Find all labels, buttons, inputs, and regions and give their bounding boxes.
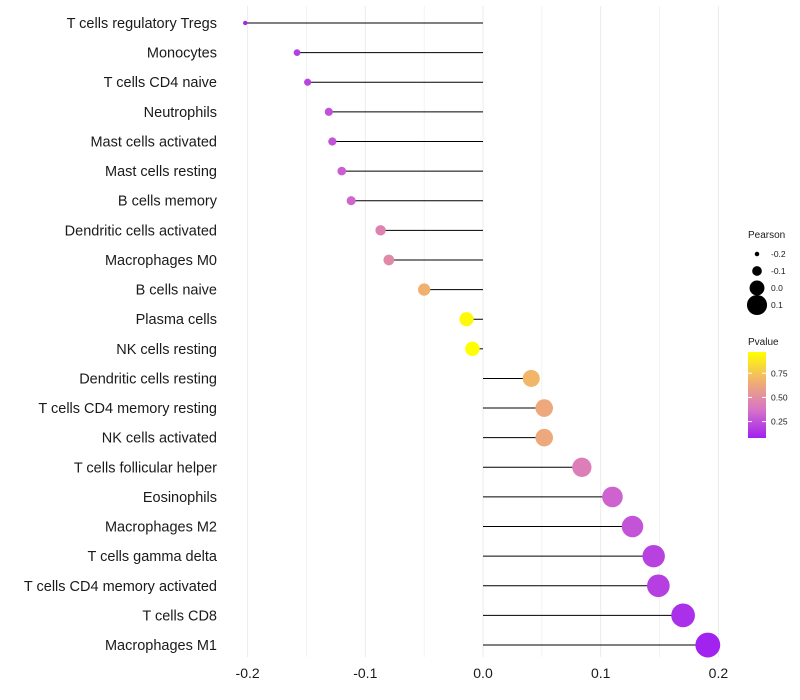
lollipop-dot xyxy=(695,632,721,658)
category-label: Mast cells resting xyxy=(105,164,217,180)
category-label: T cells CD4 naive xyxy=(104,75,217,91)
lollipop-dot xyxy=(324,107,333,116)
color-legend-bar xyxy=(748,352,766,438)
x-axis-tick-labels: -0.2 -0.1 0.0 0.1 0.2 xyxy=(236,665,729,681)
lollipop-dot xyxy=(642,544,665,568)
color-legend-label: 0.50 xyxy=(771,392,788,402)
lollipop-dot xyxy=(459,312,474,327)
lollipop-dots xyxy=(243,20,721,658)
category-label: Macrophages M0 xyxy=(105,253,217,269)
lollipop-dot xyxy=(602,486,623,508)
lollipop-dot xyxy=(243,20,248,26)
size-legend-label: -0.1 xyxy=(771,266,786,276)
lollipop-dot xyxy=(383,254,395,266)
category-label: T cells follicular helper xyxy=(74,460,217,476)
lollipop-dot xyxy=(522,369,540,387)
size-legend-label: 0.1 xyxy=(771,300,783,310)
category-label: Neutrophils xyxy=(144,105,217,121)
lollipop-dot xyxy=(375,225,386,236)
size-legend-dot xyxy=(752,266,762,276)
lollipop-dot xyxy=(535,428,554,447)
color-legend-label: 0.75 xyxy=(771,368,788,378)
size-legend-title: Pearson xyxy=(748,230,785,241)
x-tick-label: 0.0 xyxy=(473,665,493,681)
size-legend-dot xyxy=(749,280,765,296)
category-label: T cells CD4 memory resting xyxy=(38,401,217,417)
category-label: NK cells activated xyxy=(102,431,217,447)
lollipop-dot xyxy=(304,78,312,86)
grid-lines xyxy=(247,6,719,657)
lollipop-dot xyxy=(535,399,554,417)
category-label: Mast cells activated xyxy=(90,134,217,150)
lollipop-dot xyxy=(337,166,347,176)
category-label: NK cells resting xyxy=(116,342,217,358)
category-label: Macrophages M1 xyxy=(105,638,217,654)
x-tick-label: -0.1 xyxy=(353,665,377,681)
category-label: T cells regulatory Tregs xyxy=(67,16,217,32)
size-legend-dot xyxy=(754,251,760,257)
category-label: B cells naive xyxy=(136,283,217,299)
lollipop-dot xyxy=(346,196,356,206)
x-tick-label: 0.1 xyxy=(591,665,611,681)
lollipop-dot xyxy=(621,515,644,538)
lollipop-dot xyxy=(418,283,431,296)
lollipop-dot xyxy=(647,574,670,598)
category-labels: T cells regulatory Tregs Monocytes T cells… xyxy=(24,16,218,654)
size-legend-dot xyxy=(746,294,768,316)
size-legend: Pearson -0.2 -0.1 0.0 0.1 xyxy=(746,230,786,316)
category-label: B cells memory xyxy=(118,194,218,210)
category-label: Plasma cells xyxy=(136,312,217,328)
lollipop-dot xyxy=(671,603,695,628)
lollipop-dot xyxy=(293,49,301,56)
color-legend-title: Pvalue xyxy=(748,337,779,348)
category-label: Dendritic cells activated xyxy=(65,223,217,239)
x-tick-label: -0.2 xyxy=(236,665,260,681)
lollipop-dot xyxy=(465,341,480,357)
x-tick-label: 0.2 xyxy=(709,665,729,681)
lollipop-dot xyxy=(572,457,592,477)
size-legend-label: -0.2 xyxy=(771,249,786,259)
lollipop-stems xyxy=(245,22,708,646)
color-legend-label: 0.25 xyxy=(771,417,788,427)
color-legend: Pvalue 0.75 0.50 0.25 xyxy=(748,337,788,438)
category-label: Monocytes xyxy=(147,46,217,62)
category-label: Dendritic cells resting xyxy=(79,371,217,387)
category-label: Macrophages M2 xyxy=(105,520,217,536)
category-label: Eosinophils xyxy=(143,490,217,506)
size-legend-label: 0.0 xyxy=(771,283,783,293)
lollipop-dot xyxy=(328,137,337,146)
category-label: T cells gamma delta xyxy=(88,549,218,565)
category-label: T cells CD8 xyxy=(142,608,217,624)
category-label: T cells CD4 memory activated xyxy=(24,579,217,595)
